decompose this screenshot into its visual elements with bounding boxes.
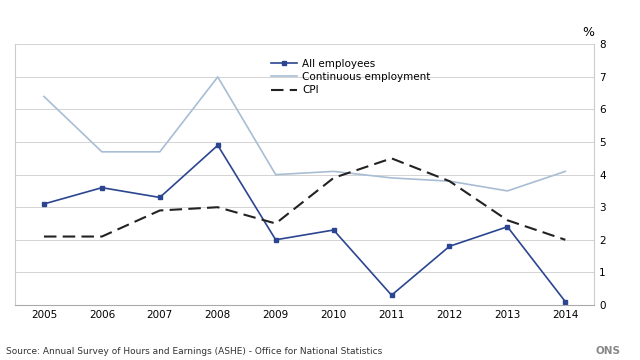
Text: %: % [582, 26, 595, 39]
All employees [272, 238, 280, 242]
All employees [98, 185, 106, 190]
CPI [330, 176, 337, 180]
Continuous employment [214, 75, 221, 79]
All employees [156, 195, 164, 199]
Continuous employment [272, 172, 280, 177]
All employees [330, 228, 337, 232]
All employees [445, 244, 453, 248]
Text: Source: Annual Survey of Hours and Earnings (ASHE) - Office for National Statist: Source: Annual Survey of Hours and Earni… [6, 347, 383, 356]
Continuous employment [330, 169, 337, 174]
Line: Continuous employment: Continuous employment [44, 77, 565, 191]
CPI [272, 221, 280, 226]
All employees [40, 202, 48, 206]
CPI [40, 234, 48, 239]
Continuous employment [156, 150, 164, 154]
Continuous employment [445, 179, 453, 183]
CPI [214, 205, 221, 210]
CPI [156, 208, 164, 213]
All employees [214, 143, 221, 148]
All employees [504, 225, 511, 229]
Legend: All employees, Continuous employment, CPI: All employees, Continuous employment, CP… [267, 55, 435, 99]
Continuous employment [561, 169, 569, 174]
CPI [98, 234, 106, 239]
CPI [445, 179, 453, 183]
Continuous employment [98, 150, 106, 154]
Continuous employment [40, 94, 48, 99]
Continuous employment [504, 189, 511, 193]
Text: ONS: ONS [596, 346, 621, 356]
All employees [388, 293, 396, 297]
Line: All employees: All employees [42, 143, 568, 304]
All employees [561, 300, 569, 304]
Continuous employment [388, 176, 396, 180]
CPI [561, 238, 569, 242]
CPI [504, 218, 511, 222]
CPI [388, 156, 396, 161]
Line: CPI: CPI [44, 158, 565, 240]
